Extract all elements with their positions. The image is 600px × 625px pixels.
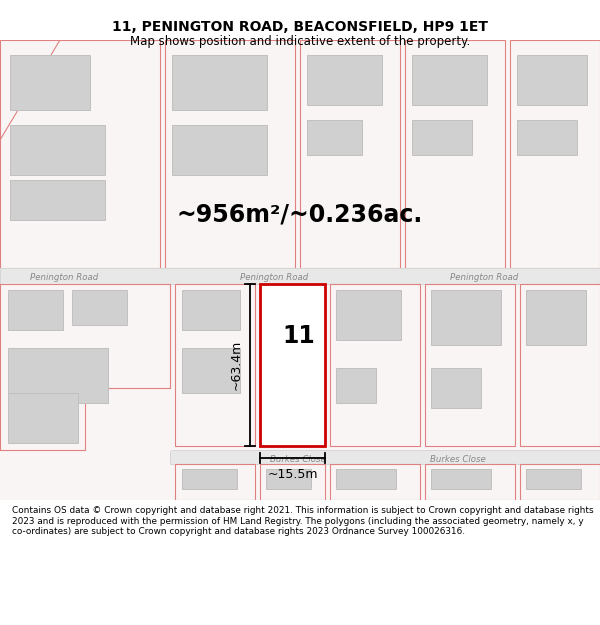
Bar	[510, 40, 600, 268]
Bar	[260, 464, 325, 500]
Bar	[175, 464, 255, 500]
Polygon shape	[0, 40, 60, 140]
Bar	[330, 284, 420, 446]
Text: Burkes Close: Burkes Close	[430, 454, 486, 464]
Text: ~15.5m: ~15.5m	[267, 469, 318, 481]
Bar	[260, 284, 325, 446]
Polygon shape	[0, 284, 170, 450]
Text: 11: 11	[283, 324, 316, 348]
Bar	[517, 120, 577, 155]
Bar	[412, 55, 487, 105]
Text: Contains OS data © Crown copyright and database right 2021. This information is : Contains OS data © Crown copyright and d…	[12, 506, 593, 536]
Bar	[165, 40, 295, 268]
Bar	[307, 120, 362, 155]
Bar	[8, 290, 63, 330]
Bar	[182, 290, 240, 330]
Bar	[330, 464, 420, 500]
Bar	[526, 290, 586, 345]
Text: ~63.4m: ~63.4m	[229, 340, 242, 390]
Bar	[172, 125, 267, 175]
Bar	[0, 40, 160, 268]
Text: 11, PENINGTON ROAD, BEACONSFIELD, HP9 1ET: 11, PENINGTON ROAD, BEACONSFIELD, HP9 1E…	[112, 20, 488, 34]
Bar	[10, 55, 90, 110]
Bar	[336, 469, 396, 489]
Bar	[526, 469, 581, 489]
Text: Penington Road: Penington Road	[30, 274, 98, 282]
Bar	[8, 348, 108, 403]
Bar	[266, 469, 311, 489]
Bar	[182, 348, 240, 393]
Bar	[10, 125, 105, 175]
Bar	[431, 290, 501, 345]
Bar	[336, 290, 401, 340]
Bar	[431, 368, 481, 408]
Bar	[520, 464, 600, 500]
Bar	[431, 469, 491, 489]
Bar	[425, 284, 515, 446]
Bar	[517, 55, 587, 105]
Bar	[412, 120, 472, 155]
Text: Penington Road: Penington Road	[240, 274, 308, 282]
Bar	[72, 290, 127, 325]
Bar	[10, 180, 105, 220]
Bar	[336, 368, 376, 403]
Bar	[0, 268, 600, 284]
Bar	[307, 55, 382, 105]
Bar	[405, 40, 505, 268]
Bar	[170, 450, 600, 464]
Bar	[172, 55, 267, 110]
Text: ~956m²/~0.236ac.: ~956m²/~0.236ac.	[177, 203, 423, 227]
Text: Penington Road: Penington Road	[450, 274, 518, 282]
Bar	[182, 469, 237, 489]
Bar	[520, 284, 600, 446]
Text: Map shows position and indicative extent of the property.: Map shows position and indicative extent…	[130, 35, 470, 48]
Bar	[425, 464, 515, 500]
Text: Burkes Close: Burkes Close	[270, 454, 326, 464]
Bar	[300, 40, 400, 268]
Bar	[8, 393, 78, 443]
Bar	[175, 284, 255, 446]
